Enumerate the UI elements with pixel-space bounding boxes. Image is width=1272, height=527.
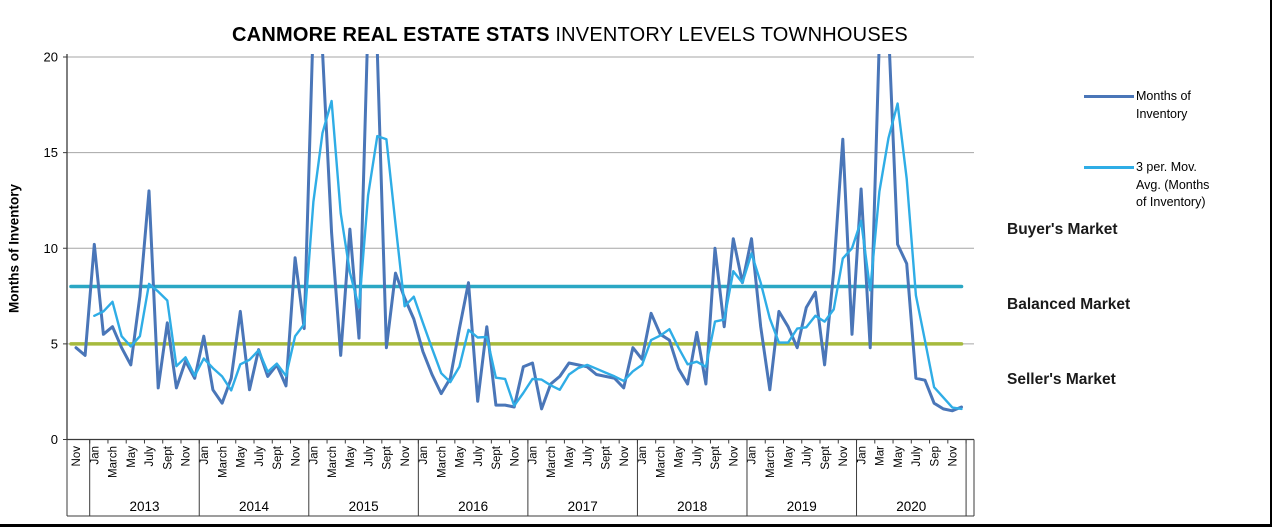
x-month-label: Jan xyxy=(418,446,430,465)
x-month-label: March xyxy=(436,446,448,478)
x-month-label: Jan xyxy=(90,446,102,465)
x-month-label: May xyxy=(564,446,576,468)
legend-item-moving-average: 3 per. Mov. Avg. (Months of Inventory) xyxy=(1084,159,1214,212)
x-month-label: July xyxy=(911,446,923,467)
x-month-label: Jan xyxy=(856,446,868,465)
legend-label: Months of Inventory xyxy=(1136,89,1191,121)
x-month-label: July xyxy=(692,446,704,467)
x-year-label: 2018 xyxy=(677,499,707,514)
legend-label: 3 per. Mov. Avg. (Months of Inventory) xyxy=(1136,160,1210,209)
balanced-market-label: Balanced Market xyxy=(1007,296,1131,313)
x-month-label: Sept xyxy=(491,445,503,469)
legend-item-months-of-inventory: Months of Inventory xyxy=(1084,88,1214,123)
x-year-label: 2015 xyxy=(349,499,379,514)
x-month-label: July xyxy=(582,446,594,467)
x-month-label: Nov xyxy=(290,446,302,467)
y-tick-label: 0 xyxy=(51,432,58,447)
months-of-inventory-line-swatch xyxy=(1084,95,1134,98)
x-month-label: March xyxy=(327,446,339,478)
x-month-label: March xyxy=(546,446,558,478)
x-month-label: Nov xyxy=(729,446,741,467)
x-month-label: Jan xyxy=(528,446,540,465)
moving-average-line-swatch xyxy=(1084,166,1134,169)
y-tick-label: 5 xyxy=(51,336,58,351)
x-month-label: March xyxy=(656,446,668,478)
y-axis-title: Months of Inventory xyxy=(6,184,22,313)
legend: Months of Inventory 3 per. Mov. Avg. (Mo… xyxy=(1084,88,1214,248)
x-year-label: 2020 xyxy=(896,499,926,514)
x-year-label: 2017 xyxy=(568,499,598,514)
x-month-label: July xyxy=(363,446,375,467)
x-month-label: Nov xyxy=(509,446,521,467)
x-month-label: Sept xyxy=(272,445,284,469)
x-month-label: March xyxy=(765,446,777,478)
x-year-label: 2013 xyxy=(129,499,159,514)
series-group xyxy=(69,54,964,413)
x-year-label: 2016 xyxy=(458,499,488,514)
x-month-label: March xyxy=(217,446,229,478)
x-month-label: Nov xyxy=(838,446,850,467)
x-month-label: Nov xyxy=(619,446,631,467)
x-month-label: Sept xyxy=(163,445,175,469)
x-month-label: Jan xyxy=(199,446,211,465)
x-month-label: July xyxy=(802,446,814,467)
x-month-label: March xyxy=(108,446,120,478)
sellers-market-label: Seller's Market xyxy=(1007,371,1116,388)
x-month-label: May xyxy=(783,446,795,468)
x-month-label: July xyxy=(473,446,485,467)
y-tick-label: 10 xyxy=(44,241,58,256)
x-month-label: May xyxy=(126,446,138,468)
x-month-label: July xyxy=(254,446,266,467)
x-year-label: 2014 xyxy=(239,499,270,514)
x-month-label: Mar xyxy=(875,446,887,466)
chart-title-regular: INVENTORY LEVELS TOWNHOUSES xyxy=(549,24,908,46)
x-month-label: May xyxy=(893,446,905,468)
x-month-label: Sept xyxy=(601,445,613,469)
x-month-label: May xyxy=(236,446,248,468)
x-month-label: Jan xyxy=(637,446,649,465)
x-month-label: Nov xyxy=(948,446,960,467)
x-month-label: Sept xyxy=(710,445,722,469)
months-of-inventory-line xyxy=(74,54,963,413)
buyers-market-label: Buyer's Market xyxy=(1007,221,1118,238)
y-tick-label: 15 xyxy=(44,145,58,160)
chart-title: CANMORE REAL ESTATE STATS INVENTORY LEVE… xyxy=(150,24,990,47)
x-month-label: Nov xyxy=(400,446,412,467)
x-month-label: May xyxy=(674,446,686,468)
x-month-label: Jan xyxy=(309,446,321,465)
x-month-label: July xyxy=(144,446,156,467)
x-month-label: May xyxy=(345,446,357,468)
moving-average-line xyxy=(93,99,963,411)
x-month-label: May xyxy=(455,446,467,468)
y-tick-label: 20 xyxy=(44,50,58,65)
x-month-label: Sep xyxy=(929,446,941,466)
x-month-label: Sept xyxy=(382,445,394,469)
x-month-label: Jan xyxy=(747,446,759,465)
x-month-label: Nov xyxy=(181,446,193,467)
chart-title-bold: CANMORE REAL ESTATE STATS xyxy=(232,24,550,46)
x-year-label: 2019 xyxy=(787,499,817,514)
x-month-label: Nov xyxy=(71,446,83,467)
x-month-label: Sept xyxy=(820,445,832,469)
